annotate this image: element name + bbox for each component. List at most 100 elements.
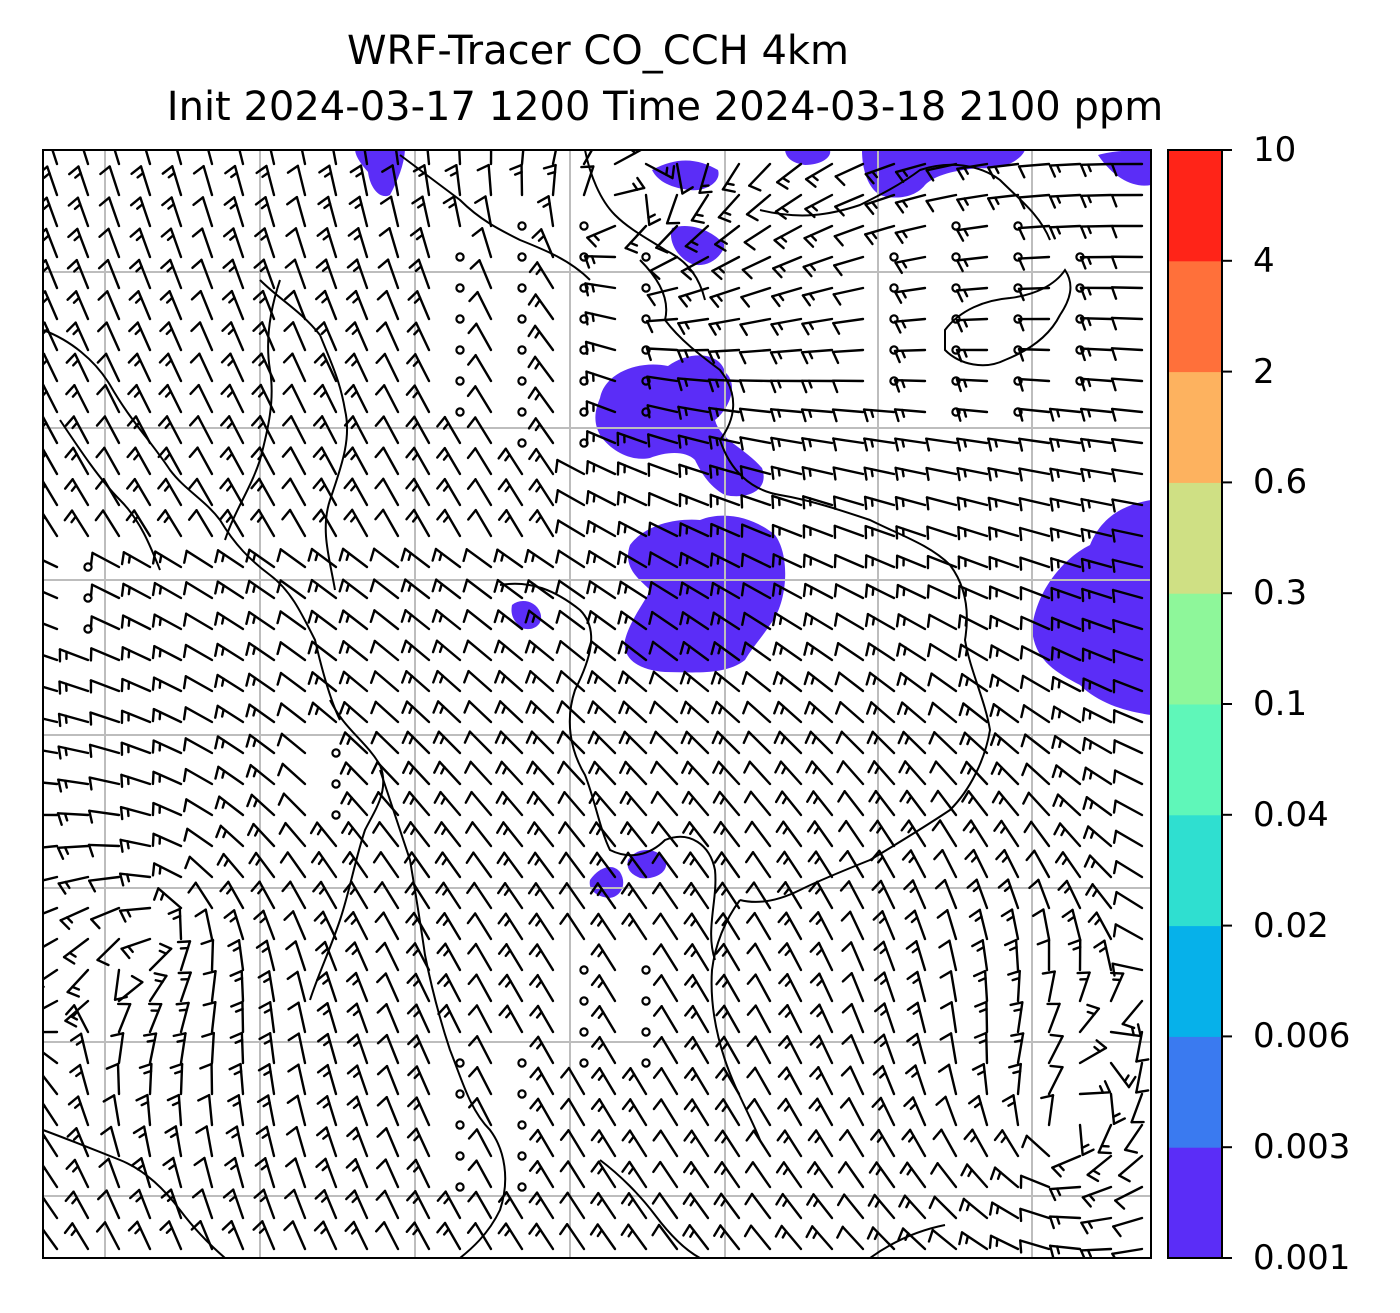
wind-barb bbox=[462, 578, 493, 600]
wind-barb bbox=[620, 882, 648, 910]
wind-barb bbox=[837, 790, 865, 817]
wind-barb bbox=[714, 1129, 741, 1158]
wind-barb bbox=[287, 1001, 307, 1034]
wind-barb bbox=[287, 1032, 307, 1065]
wind-barb bbox=[708, 435, 741, 450]
wind-barb bbox=[831, 379, 865, 394]
wind-barb bbox=[832, 286, 865, 306]
wind-barb bbox=[800, 348, 834, 365]
wind-barb bbox=[928, 731, 958, 755]
wind-barb bbox=[120, 773, 152, 789]
wind-barb bbox=[118, 872, 152, 887]
wind-barb-calm bbox=[579, 965, 589, 975]
wind-barb bbox=[1019, 1174, 1051, 1190]
wind-barb bbox=[400, 609, 431, 631]
wind-barb bbox=[310, 851, 338, 879]
wind-barb bbox=[405, 446, 431, 476]
wind-barb bbox=[1112, 739, 1144, 755]
wind-barb bbox=[214, 580, 245, 600]
wind-barb bbox=[346, 1126, 369, 1158]
wind-barb bbox=[894, 286, 927, 304]
wind-barb bbox=[870, 849, 896, 879]
wind-barb bbox=[714, 912, 741, 941]
wind-barb bbox=[494, 730, 524, 755]
wind-barb bbox=[223, 909, 245, 941]
wind-barb bbox=[184, 855, 214, 879]
wind-barb bbox=[682, 1192, 710, 1220]
wind-barb bbox=[896, 701, 927, 724]
wind-barb bbox=[405, 911, 431, 941]
wind-barb bbox=[771, 523, 803, 539]
wind-barb bbox=[993, 1129, 1020, 1158]
wind-barb bbox=[956, 224, 989, 242]
wind-barb bbox=[152, 887, 183, 910]
wind-barb bbox=[95, 1221, 121, 1251]
wind-barb bbox=[57, 745, 90, 760]
wind-barb bbox=[529, 973, 555, 1003]
wind-barb bbox=[376, 972, 400, 1003]
wind-barb bbox=[463, 669, 493, 693]
wind-barb bbox=[97, 258, 121, 290]
wind-barb bbox=[652, 1005, 679, 1034]
wind-barb bbox=[1079, 224, 1113, 239]
wind-barb bbox=[1081, 707, 1113, 724]
wind-barb bbox=[402, 790, 431, 817]
wind-barb bbox=[467, 942, 493, 972]
wind-barb-calm bbox=[455, 1089, 465, 1099]
wind-barb bbox=[714, 881, 741, 910]
wind-barb-calm bbox=[951, 407, 961, 417]
wind-barb bbox=[713, 1224, 741, 1251]
wind-barb bbox=[1041, 970, 1056, 1003]
wind-barb bbox=[191, 258, 214, 290]
wind-barb bbox=[51, 150, 59, 166]
wind-barb bbox=[374, 477, 400, 507]
wind-barb-calm bbox=[579, 1027, 589, 1037]
wind-barb bbox=[214, 795, 245, 817]
wind-barb bbox=[151, 832, 183, 848]
wind-barb bbox=[312, 415, 338, 445]
wind-barb bbox=[956, 496, 989, 511]
wind-barb bbox=[1017, 377, 1051, 392]
wind-barb bbox=[932, 1128, 958, 1158]
wind-barb bbox=[894, 193, 927, 214]
wind-barb bbox=[182, 767, 214, 786]
wind-barb bbox=[1020, 704, 1051, 724]
coastline-south-2 bbox=[599, 1159, 701, 1258]
wind-barb bbox=[958, 702, 989, 724]
wind-barb bbox=[678, 522, 710, 538]
wind-barb bbox=[346, 1095, 369, 1127]
wind-barb bbox=[317, 195, 338, 228]
wind-barb bbox=[253, 1188, 276, 1220]
wind-barb bbox=[166, 1093, 183, 1127]
wind-barb bbox=[987, 496, 1020, 512]
wind-barb bbox=[926, 613, 958, 631]
wind-barb bbox=[276, 732, 307, 755]
wind-barb bbox=[224, 164, 245, 197]
chart-title-line-1: WRF-Tracer CO_CCH 4km bbox=[346, 28, 850, 74]
wind-barb bbox=[678, 581, 710, 600]
wind-barb bbox=[652, 974, 679, 1003]
colorbar-tick-label: 0.3 bbox=[1253, 573, 1308, 614]
wind-barb bbox=[151, 707, 183, 724]
wind-barb bbox=[740, 582, 772, 600]
wind-barb bbox=[183, 827, 214, 848]
wind-barb bbox=[344, 352, 369, 383]
wind-barb bbox=[1018, 437, 1051, 452]
wind-barb bbox=[63, 478, 90, 507]
wind-barb bbox=[1111, 498, 1144, 513]
wind-barb bbox=[1130, 1092, 1145, 1124]
wind-barb bbox=[526, 760, 555, 786]
wind-barb bbox=[993, 819, 1020, 848]
wind-barb-calm bbox=[455, 283, 465, 293]
wind-barb bbox=[621, 1098, 648, 1127]
wind-barb bbox=[160, 227, 183, 259]
wind-barb bbox=[43, 813, 59, 817]
wind-barb bbox=[100, 1125, 121, 1158]
wind-barb bbox=[652, 943, 679, 972]
coastline-gulf bbox=[499, 582, 717, 961]
wind-barb bbox=[434, 821, 462, 848]
wind-barb bbox=[525, 670, 555, 693]
wind-barb bbox=[897, 730, 927, 755]
wind-barb bbox=[557, 760, 586, 786]
wind-barb bbox=[646, 375, 679, 390]
